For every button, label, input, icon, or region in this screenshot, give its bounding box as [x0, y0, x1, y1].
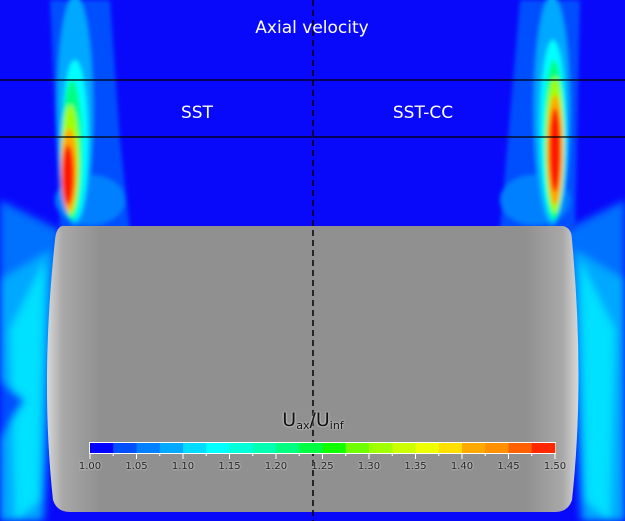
- colorbar-bin: [183, 443, 207, 453]
- colorbar-bin: [276, 443, 300, 453]
- colorbar-bin: [299, 443, 323, 453]
- colorbar-bin: [229, 443, 254, 453]
- colorbar-title: Uax/Uinf: [282, 409, 344, 432]
- colorbar-bin: [415, 443, 440, 453]
- colorbar-bin: [462, 443, 486, 453]
- colorbar-bin: [508, 443, 533, 453]
- colorbar-tick-label: 1.35: [404, 461, 427, 472]
- panel-label-left: SST: [181, 103, 213, 123]
- left-jet: [50, 0, 130, 230]
- colorbar-bin: [136, 443, 161, 453]
- figure-title: Axial velocity: [255, 18, 369, 38]
- colorbar-bin: [345, 443, 370, 453]
- colorbar-bin: [369, 443, 393, 453]
- right-jet: [500, 0, 580, 230]
- colorbar-bin: [392, 443, 416, 453]
- colorbar-bin: [159, 443, 184, 453]
- colorbar-bin: [90, 443, 114, 453]
- colorbar-bin: [531, 443, 556, 453]
- colorbar-tick-label: 1.30: [357, 461, 381, 472]
- panel-label-right: SST-CC: [392, 103, 454, 123]
- colorbar-tick-label: 1.10: [171, 461, 195, 472]
- body-surface: [46, 226, 579, 512]
- colorbar-tick-label: 1.00: [78, 461, 102, 472]
- colorbar-bin: [438, 443, 463, 453]
- colorbar-tick-label: 1.20: [264, 461, 288, 472]
- colorbar-tick-label: 1.15: [218, 461, 241, 472]
- colorbar-bin: [485, 443, 509, 453]
- colorbar-tick-label: 1.50: [543, 461, 567, 472]
- colorbar-bin: [206, 443, 230, 453]
- colorbar-bin: [113, 443, 137, 453]
- left-side-field: [0, 200, 60, 521]
- colorbar-tick-label: 1.25: [311, 461, 334, 472]
- colorbar: [89, 442, 556, 459]
- colorbar-tick-label: 1.40: [450, 461, 474, 472]
- colorbar-tick-label: 1.05: [125, 461, 148, 472]
- colorbar-tick-label: 1.45: [497, 461, 520, 472]
- colorbar-bin: [252, 443, 277, 453]
- colorbar-bin: [322, 443, 347, 453]
- right-side-field: [565, 200, 625, 521]
